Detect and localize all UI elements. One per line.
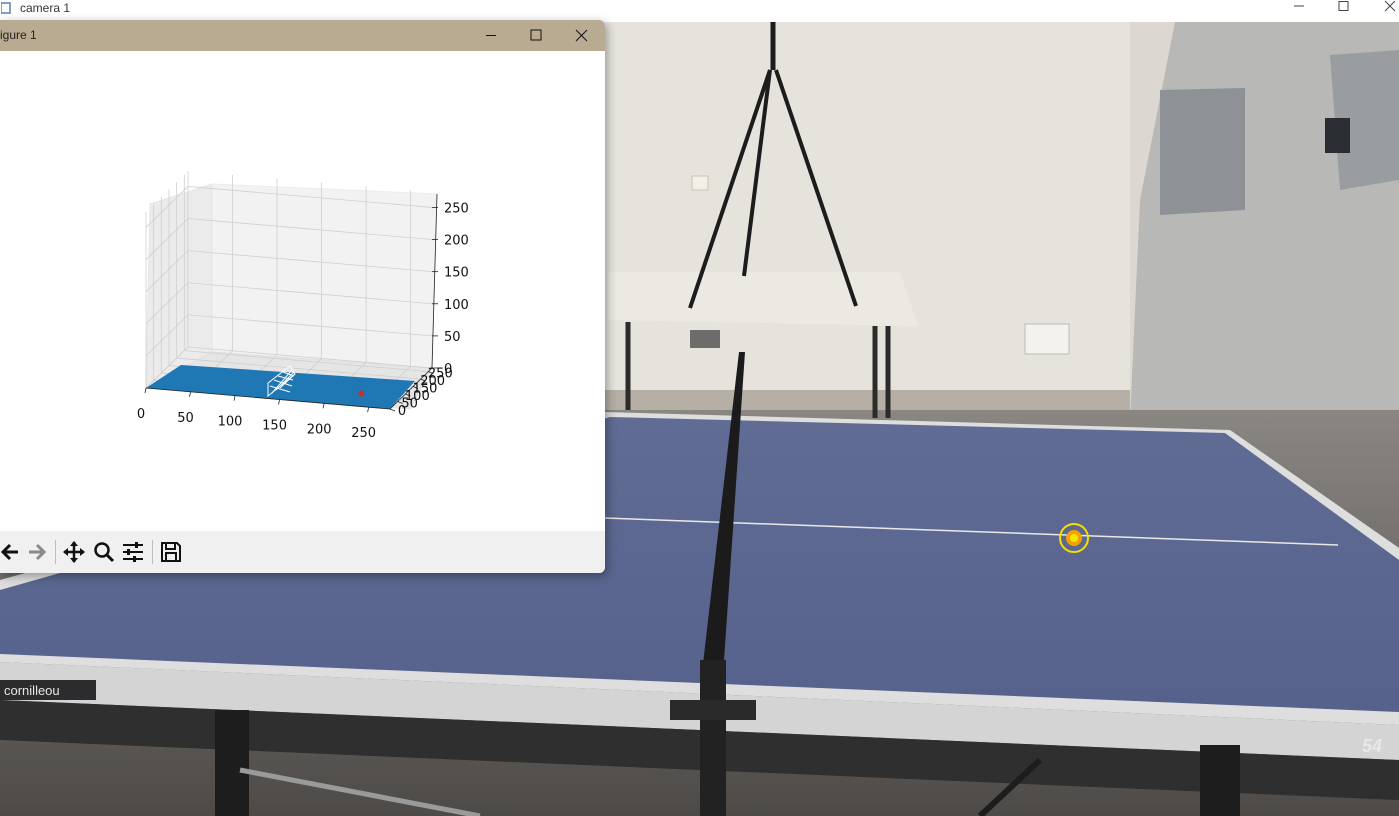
z-tick-label: 50 (444, 330, 461, 345)
close-icon[interactable] (1370, 0, 1399, 22)
x-axis-line (145, 387, 391, 410)
z-axis-line (431, 193, 438, 369)
y-tick (405, 393, 411, 397)
camera-window-title: camera 1 (20, 1, 71, 15)
y-tick (412, 386, 419, 389)
y-tick-label: 150 (413, 382, 438, 397)
y-tick (389, 408, 396, 412)
camera-window-titlebar: camera 1 (0, 0, 1399, 22)
data-point (358, 390, 365, 397)
window-icon (1, 2, 11, 14)
zoom-icon[interactable] (92, 540, 116, 564)
x-tick (233, 395, 236, 401)
z-grid-line (145, 186, 433, 228)
figure-window-title: igure 1 (0, 28, 37, 42)
z-tick-label: 200 (444, 234, 469, 249)
3d-plot[interactable]: 0 50 100 150 200 2500501001502002500501001502… (0, 51, 605, 531)
net (267, 365, 296, 398)
z-grid-line (145, 250, 433, 292)
save-icon[interactable] (159, 540, 183, 564)
x-tick-label: 100 (218, 415, 243, 430)
y-tick (428, 371, 434, 374)
z-tick-label: 0 (444, 362, 452, 377)
x-tick (144, 387, 147, 394)
z-grid-line (145, 346, 433, 389)
forward-icon[interactable] (25, 540, 49, 564)
x-tick-label: 0 (137, 407, 145, 422)
x-tick (322, 403, 325, 409)
maximize-icon[interactable] (1324, 0, 1364, 22)
z-grid-line (145, 218, 433, 260)
configure-subplots-icon[interactable] (121, 540, 145, 564)
minimize-icon[interactable] (471, 20, 511, 51)
navigation-toolbar (0, 531, 605, 573)
table-brand-label: cornilleou (4, 683, 60, 698)
table-model-label: 54 (1362, 736, 1382, 756)
z-tick-label: 100 (444, 298, 469, 313)
y-axis-line (389, 367, 433, 410)
maximize-icon[interactable] (516, 20, 556, 51)
y-tick-label: 50 (401, 397, 418, 412)
y-tick-label: 250 (428, 367, 453, 382)
close-icon[interactable] (561, 20, 601, 51)
z-tick-label: 150 (444, 266, 469, 281)
x-tick (367, 407, 370, 413)
z-grid-line (145, 314, 433, 357)
z-grid-line (145, 282, 433, 325)
z-tick-label: 250 (444, 201, 469, 216)
pan-icon[interactable] (62, 540, 86, 564)
x-tick (189, 391, 191, 397)
grid-lines (145, 171, 433, 410)
y-tick-label: 100 (405, 389, 430, 404)
y-tick (397, 401, 403, 404)
x-tick-label: 50 (177, 411, 194, 426)
y-tick-label: 200 (420, 374, 445, 389)
x-tick (278, 399, 280, 405)
back-icon[interactable] (0, 540, 22, 564)
y-tick (420, 378, 426, 382)
figure-window[interactable]: igure 1 (0, 20, 605, 573)
minimize-icon[interactable] (1279, 0, 1319, 22)
x-tick-label: 200 (307, 422, 332, 437)
figure-window-titlebar[interactable]: igure 1 (0, 20, 605, 51)
y-tick-label: 0 (398, 404, 406, 419)
back-pane (211, 183, 438, 369)
ball-tracking-ring (1059, 523, 1089, 553)
x-tick-label: 250 (351, 426, 376, 441)
x-tick-label: 150 (262, 418, 287, 433)
